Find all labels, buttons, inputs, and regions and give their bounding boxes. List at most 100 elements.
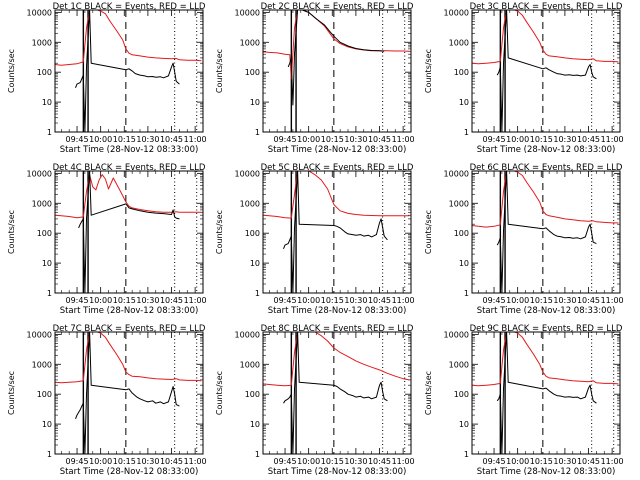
x-axis-label: Start Time (28-Nov-12 08:33:00)	[477, 145, 616, 155]
lld-series-line	[472, 171, 619, 228]
y-tick-label: 1	[464, 289, 469, 298]
x-tick-label: 10:00	[89, 135, 112, 144]
x-tick-label: 09:45	[66, 135, 89, 144]
y-tick-label: 1000	[32, 199, 52, 208]
x-tick-label: 09:45	[66, 296, 89, 305]
y-tick-label: 1	[464, 128, 469, 137]
y-tick-label: 10000	[235, 8, 260, 17]
x-tick-label: 10:45	[368, 296, 391, 305]
x-tick-label: 10:00	[297, 296, 320, 305]
det-9-panel: 1 10 100 1000 10000 09:45 10:00 10:15 10:30 10:45…	[424, 324, 624, 477]
x-tick-label: 10:15	[530, 457, 553, 466]
x-tick-label: 11:00	[601, 457, 624, 466]
x-tick-label: 10:00	[297, 457, 320, 466]
x-tick-label: 10:30	[344, 457, 367, 466]
x-tick-label: 10:30	[344, 135, 367, 144]
plot-frame	[54, 9, 204, 133]
y-axis-label: Counts/sec	[7, 371, 16, 415]
x-tick-label: 10:45	[368, 135, 391, 144]
events-series-line	[75, 332, 180, 454]
x-tick-label: 10:45	[160, 457, 183, 466]
x-tick-label: 10:00	[89, 457, 112, 466]
y-tick-label: 100	[245, 68, 260, 77]
y-tick-label: 1	[47, 289, 52, 298]
panel-title: Det 3C BLACK = Events, RED = LLD	[470, 2, 623, 12]
x-tick-label: 09:45	[274, 135, 297, 144]
x-tick-label: 10:45	[368, 457, 391, 466]
y-axis-label: Counts/sec	[215, 371, 224, 415]
x-tick-label: 10:30	[553, 457, 576, 466]
panel-title: Det 8C BLACK = Events, RED = LLD	[261, 324, 414, 334]
x-axis-label: Start Time (28-Nov-12 08:33:00)	[60, 467, 199, 477]
x-tick-label: 10:15	[530, 296, 553, 305]
plot-frame	[471, 9, 621, 133]
y-tick-label: 10000	[444, 330, 469, 339]
x-tick-label: 09:45	[483, 457, 506, 466]
y-axis-label: Counts/sec	[215, 210, 224, 254]
plot-frame	[54, 170, 204, 294]
x-tick-label: 11:00	[184, 135, 207, 144]
y-tick-label: 1000	[449, 38, 469, 47]
x-tick-label: 10:30	[553, 135, 576, 144]
x-tick-label: 11:00	[184, 296, 207, 305]
x-tick-label: 10:30	[136, 457, 159, 466]
y-tick-label: 10000	[27, 8, 52, 17]
y-tick-label: 1	[255, 450, 260, 459]
lld-series-line	[55, 10, 202, 66]
y-tick-label: 100	[454, 68, 469, 77]
x-tick-label: 10:15	[321, 296, 344, 305]
plot-frame	[471, 331, 621, 455]
events-series-line	[496, 171, 597, 293]
x-tick-label: 10:00	[506, 135, 529, 144]
y-tick-label: 10	[459, 420, 469, 429]
x-tick-label: 10:00	[506, 457, 529, 466]
plot-frame	[471, 170, 621, 294]
x-tick-label: 11:00	[392, 457, 415, 466]
x-tick-label: 10:45	[577, 296, 600, 305]
events-series-line	[78, 171, 180, 293]
y-axis-label: Counts/sec	[424, 371, 433, 415]
det-3-panel: 1 10 100 1000 10000 09:45 10:00 10:15 10:30 10:45…	[424, 2, 624, 155]
x-tick-label: 10:15	[113, 296, 136, 305]
x-tick-label: 10:30	[136, 296, 159, 305]
x-tick-label: 10:15	[321, 135, 344, 144]
lld-series-line	[263, 332, 410, 387]
y-tick-label: 1000	[240, 360, 260, 369]
y-tick-label: 100	[454, 229, 469, 238]
x-tick-label: 10:45	[160, 296, 183, 305]
y-tick-label: 10	[42, 259, 52, 268]
lld-series-line	[472, 10, 619, 65]
y-tick-label: 100	[245, 390, 260, 399]
det-7-panel: 1 10 100 1000 10000 09:45 10:00 10:15 10:30 10:45…	[7, 324, 207, 477]
events-series-line	[287, 10, 385, 106]
det-5-panel: 1 10 100 1000 10000 09:45 10:00 10:15 10:30 10:45…	[215, 163, 415, 316]
x-tick-label: 09:45	[274, 296, 297, 305]
y-tick-label: 1	[47, 450, 52, 459]
plot-frame	[262, 9, 412, 133]
panel-title: Det 2C BLACK = Events, RED = LLD	[261, 2, 414, 12]
plot-frame	[262, 331, 412, 455]
x-tick-label: 10:30	[344, 296, 367, 305]
det-4-panel: 1 10 100 1000 10000 09:45 10:00 10:15 10:30 10:45…	[7, 163, 207, 316]
y-tick-label: 1000	[449, 199, 469, 208]
y-axis-label: Counts/sec	[424, 210, 433, 254]
x-axis-label: Start Time (28-Nov-12 08:33:00)	[268, 467, 407, 477]
lld-series-line	[263, 171, 410, 219]
x-tick-label: 09:45	[274, 457, 297, 466]
panel-title: Det 5C BLACK = Events, RED = LLD	[261, 163, 414, 173]
x-axis-label: Start Time (28-Nov-12 08:33:00)	[477, 306, 616, 316]
y-tick-label: 10	[42, 420, 52, 429]
x-axis-label: Start Time (28-Nov-12 08:33:00)	[60, 145, 199, 155]
plot-frame	[54, 331, 204, 455]
y-tick-label: 10000	[235, 330, 260, 339]
y-axis-label: Counts/sec	[7, 210, 16, 254]
lld-series-line	[55, 332, 202, 384]
y-tick-label: 100	[37, 68, 52, 77]
panel-title: Det 9C BLACK = Events, RED = LLD	[470, 324, 623, 334]
y-tick-label: 10	[250, 259, 260, 268]
y-axis-label: Counts/sec	[7, 49, 16, 93]
y-tick-label: 1	[255, 289, 260, 298]
x-tick-label: 10:45	[160, 135, 183, 144]
x-tick-label: 10:45	[577, 457, 600, 466]
